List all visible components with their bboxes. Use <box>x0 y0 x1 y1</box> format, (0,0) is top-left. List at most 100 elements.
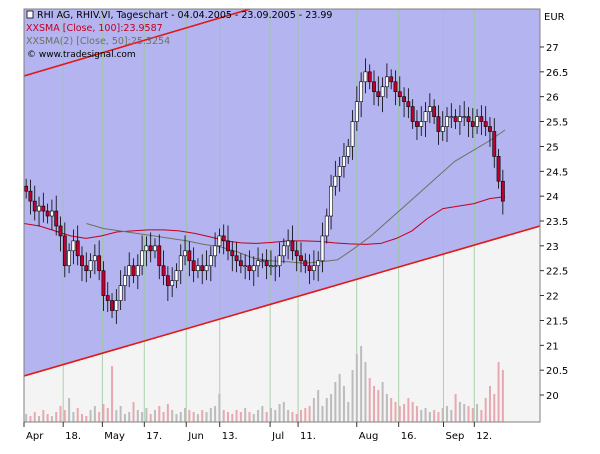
candle <box>406 88 411 119</box>
candle-body <box>256 260 260 267</box>
volume-bar <box>248 412 251 422</box>
x-tick-label: Sep <box>445 431 464 442</box>
candle <box>118 270 123 310</box>
volume-bar <box>338 374 341 422</box>
candle <box>488 117 492 147</box>
candle-body <box>217 235 222 247</box>
volume-bar <box>381 382 384 422</box>
candle-body <box>127 265 132 276</box>
upper-trendline <box>24 9 251 77</box>
legend: RHI AG, RHIV.VI, Tageschart - 04.04.2005… <box>26 10 332 60</box>
candle-body <box>174 270 179 281</box>
candle <box>432 99 437 125</box>
volume-bar <box>29 416 32 422</box>
candle-body <box>196 265 200 272</box>
candle-body <box>170 280 175 286</box>
volume-bar <box>377 390 380 422</box>
candle <box>28 179 33 215</box>
candle <box>303 253 308 274</box>
candle-body <box>208 255 213 267</box>
candle <box>50 199 54 230</box>
candle-body <box>397 91 402 98</box>
volume-bar <box>493 394 496 422</box>
candle-body <box>92 255 97 262</box>
candle <box>329 174 333 230</box>
currency-label: EUR <box>544 12 565 23</box>
volume-bar <box>424 408 427 422</box>
candle <box>32 185 37 221</box>
candle <box>470 108 475 138</box>
candle-body <box>410 106 415 122</box>
candle-body <box>234 255 239 262</box>
volume-bar <box>454 394 457 422</box>
candle <box>286 229 291 260</box>
candle <box>234 242 239 273</box>
candle <box>24 178 29 199</box>
candle <box>75 225 80 266</box>
candle <box>496 148 501 189</box>
candle-body <box>290 240 295 252</box>
volume-bar <box>403 404 406 422</box>
volume-bar <box>85 416 88 422</box>
candle <box>37 196 41 227</box>
candle-body <box>178 255 183 272</box>
volume-bar <box>458 402 461 422</box>
volume-bar <box>420 410 423 422</box>
lower-trendline <box>24 225 540 377</box>
x-tick-label: Apr <box>26 431 44 442</box>
volume-bar <box>119 406 122 422</box>
volume-bar <box>132 402 135 422</box>
volume-bar <box>162 412 165 422</box>
y-tick-label: 24.5 <box>546 167 568 178</box>
volume-bar <box>209 408 212 422</box>
candle <box>372 70 376 106</box>
candle-body <box>45 210 50 217</box>
candle <box>217 228 222 254</box>
volume-bar <box>55 412 58 422</box>
volume-bar <box>287 410 290 422</box>
candle-body <box>157 245 162 267</box>
volume-bar <box>218 394 221 422</box>
candle <box>58 216 63 252</box>
x-tick-label: 16. <box>401 431 417 442</box>
candlesticks <box>24 58 505 324</box>
candle-body <box>342 156 346 167</box>
candle-body <box>479 116 484 122</box>
candle <box>153 238 157 259</box>
volume-bar <box>98 412 101 422</box>
candle-body <box>316 260 321 267</box>
candle <box>97 240 102 281</box>
candle-body <box>453 116 458 122</box>
volume-bar <box>471 408 474 422</box>
candle <box>187 241 192 277</box>
volume-bar <box>145 408 148 422</box>
candle <box>269 250 273 276</box>
candle <box>256 247 260 278</box>
candle <box>84 252 89 283</box>
candle <box>346 138 351 164</box>
volume-bar <box>446 406 449 422</box>
y-tick-label: 23 <box>546 242 559 253</box>
candle <box>294 241 299 272</box>
candle <box>247 250 252 281</box>
candle-body <box>37 205 41 212</box>
volume-bar <box>476 404 479 422</box>
volume-bar <box>42 410 45 422</box>
volume-bar <box>304 408 307 422</box>
candle <box>101 261 106 311</box>
candle <box>423 102 428 137</box>
candle-body <box>277 255 282 267</box>
candle-body <box>247 265 252 272</box>
candle-body <box>32 200 37 212</box>
candle <box>324 208 329 244</box>
candle <box>350 110 355 160</box>
candle <box>71 229 76 265</box>
volume-bar <box>269 408 272 422</box>
volume-bar <box>368 378 371 422</box>
candle-body <box>311 265 316 272</box>
candle <box>62 222 67 278</box>
candle <box>333 160 338 196</box>
volume-bar <box>244 408 247 422</box>
volume-bar <box>463 404 466 422</box>
